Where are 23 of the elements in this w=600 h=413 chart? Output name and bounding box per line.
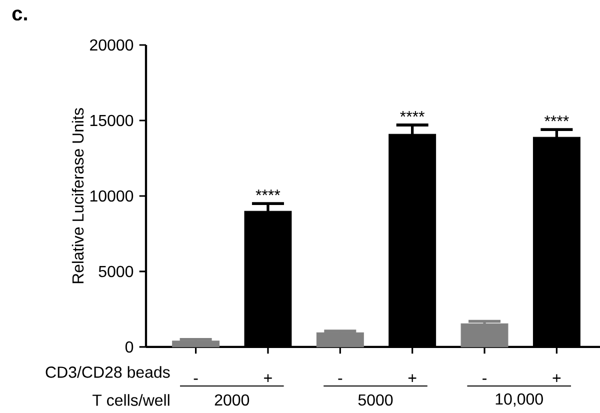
text: 5000	[358, 394, 393, 406]
y-tick-label: 10000	[90, 190, 134, 202]
text: CD3/CD28 beads	[46, 366, 170, 378]
y-tick-label: 20000	[90, 39, 134, 51]
y-tick-label: 5000	[98, 266, 134, 278]
text: 10,000	[496, 393, 543, 407]
x-tick-label: -	[482, 378, 486, 380]
x-tick-label: +	[408, 374, 416, 382]
text: 2000	[214, 394, 250, 406]
text: T cells/well	[92, 394, 170, 406]
y-tick-label: 15000	[90, 114, 134, 126]
data-label: ****	[256, 190, 280, 196]
bar	[316, 332, 364, 348]
data-label: ****	[400, 111, 425, 117]
y-axis-title: Relative Luciferase Units	[72, 108, 84, 284]
x-tick-label: +	[552, 374, 561, 382]
x-tick-label: -	[338, 378, 342, 380]
x-tick-label: -	[194, 378, 198, 380]
y-tick-label: 0	[125, 341, 134, 353]
chart-title: c.	[12, 10, 27, 21]
data-label: ****	[544, 116, 569, 122]
x-tick-label: +	[264, 374, 272, 382]
bar	[460, 323, 508, 348]
